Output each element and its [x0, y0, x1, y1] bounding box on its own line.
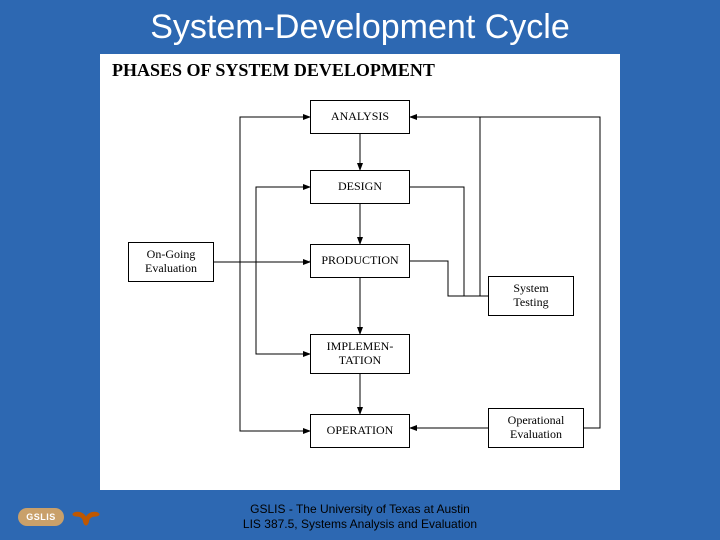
slide-footer: GSLIS - The University of Texas at Austi… — [0, 502, 720, 532]
node-analysis: ANALYSIS — [310, 100, 410, 134]
node-production: PRODUCTION — [310, 244, 410, 278]
node-system-testing: SystemTesting — [488, 276, 574, 316]
slide-title: System-Development Cycle — [0, 8, 720, 47]
node-operation: OPERATION — [310, 414, 410, 448]
gslis-badge: GSLIS — [18, 508, 64, 526]
node-ongoing-eval: On-GoingEvaluation — [128, 242, 214, 282]
longhorn-icon — [72, 508, 100, 528]
node-operational-eval: OperationalEvaluation — [488, 408, 584, 448]
footer-line-1: GSLIS - The University of Texas at Austi… — [250, 502, 470, 516]
diagram-frame: PHASES OF SYSTEM DEVELOPMENT ANALYSISDES… — [100, 54, 620, 490]
node-implementation: IMPLEMEN-TATION — [310, 334, 410, 374]
slide-stage: System-Development Cycle PHASES OF SYSTE… — [0, 0, 720, 540]
node-design: DESIGN — [310, 170, 410, 204]
footer-line-2: LIS 387.5, Systems Analysis and Evaluati… — [243, 517, 477, 531]
